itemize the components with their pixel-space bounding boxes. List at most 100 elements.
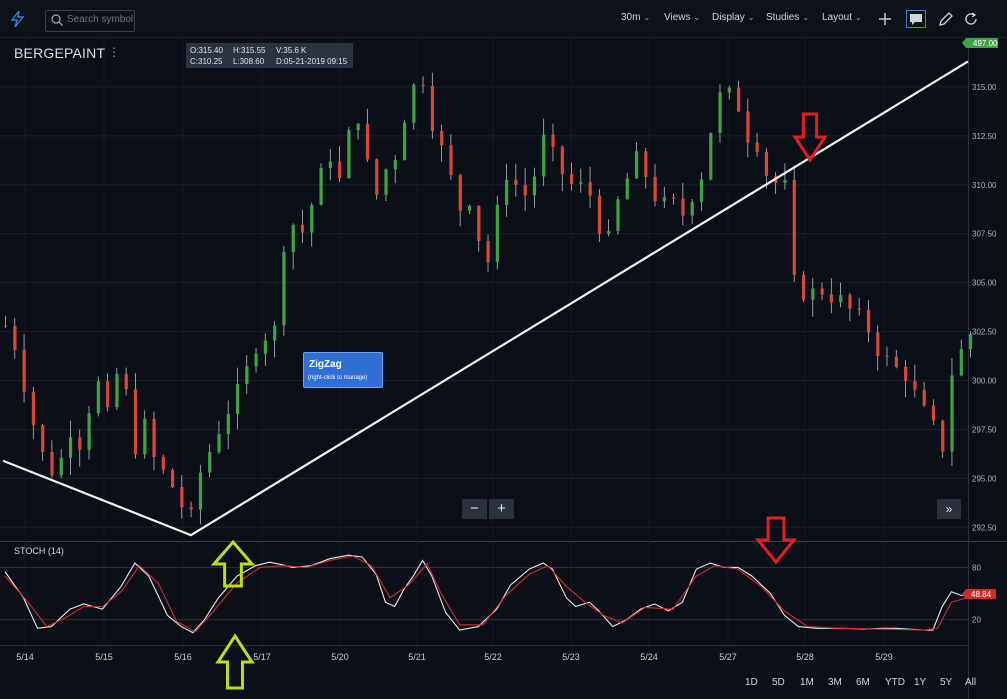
- tooltip-subtitle: (right-click to manage): [308, 375, 368, 381]
- zigzag-tooltip[interactable]: ZigZag (right-click to manage): [303, 352, 383, 388]
- studies-label: Studies: [766, 12, 800, 23]
- x-tick-label: 5/17: [253, 652, 271, 662]
- candle-body: [848, 295, 852, 309]
- candle-body: [13, 325, 17, 350]
- x-tick-label: 5/22: [484, 652, 502, 662]
- tooltip-title: ZigZag: [309, 359, 342, 370]
- candle-body: [171, 469, 175, 488]
- chevron-down-icon: ⌄: [643, 13, 651, 22]
- chat-icon[interactable]: [906, 10, 926, 28]
- more-options-icon[interactable]: ⋮: [108, 45, 120, 59]
- candle-body: [477, 205, 481, 242]
- range-button-6m[interactable]: 6M: [856, 677, 870, 688]
- x-tick-label: 5/29: [875, 652, 893, 662]
- candle-body: [467, 205, 472, 211]
- candle-body: [727, 87, 731, 93]
- candle-body: [681, 198, 685, 216]
- range-button-3m[interactable]: 3M: [828, 677, 842, 688]
- stoch-y-tick-label: 80: [972, 563, 981, 572]
- ohlc-date: D:05-21-2019 09:15: [276, 57, 348, 66]
- candle-body: [402, 122, 407, 161]
- stoch-value-badge-bg: [962, 589, 996, 599]
- zoom-in-button[interactable]: +: [489, 499, 514, 519]
- candle-body: [217, 434, 221, 452]
- y-tick-label: 307.50: [972, 230, 997, 239]
- candle-body: [189, 507, 193, 510]
- candle-body: [96, 381, 100, 414]
- interval-dropdown[interactable]: 30m ⌄: [621, 12, 650, 23]
- range-button-1m[interactable]: 1M: [800, 677, 814, 688]
- stoch-value: 48.84: [971, 590, 992, 599]
- range-button-5y[interactable]: 5Y: [940, 677, 953, 688]
- studies-menu[interactable]: Studies ⌄: [766, 12, 809, 23]
- candle-body: [523, 184, 527, 196]
- views-menu[interactable]: Views ⌄: [664, 12, 700, 23]
- candle-body: [319, 168, 323, 205]
- display-label: Display: [712, 12, 745, 23]
- y-tick-label: 310.00: [972, 181, 997, 190]
- candle-body: [263, 340, 268, 354]
- candle-body: [486, 241, 490, 263]
- candle-body: [273, 325, 277, 341]
- candle-body: [672, 197, 676, 199]
- candle-body: [152, 418, 156, 457]
- search-placeholder: Search symbol: [67, 14, 134, 25]
- candle-body: [133, 389, 138, 455]
- pencil-icon[interactable]: [938, 11, 954, 27]
- candle-body: [570, 174, 574, 184]
- zoom-out-button[interactable]: −: [462, 499, 487, 519]
- candle-body: [579, 182, 583, 184]
- y-tick-label: 312.50: [972, 132, 997, 141]
- range-button-all[interactable]: All: [965, 677, 977, 688]
- candle-body: [625, 178, 629, 200]
- candle-body: [384, 169, 388, 195]
- candle-body: [505, 179, 509, 206]
- x-tick-label: 5/16: [174, 652, 192, 662]
- chevron-down-icon: ⌄: [693, 13, 701, 22]
- layout-menu[interactable]: Layout ⌄: [822, 12, 862, 23]
- interval-label: 30m: [621, 12, 641, 23]
- candle-body: [969, 334, 973, 350]
- last-price-badge-bg: [962, 38, 998, 48]
- last-price-value: 497.00: [973, 39, 998, 48]
- candle-body: [300, 224, 305, 233]
- candle-body: [801, 274, 806, 300]
- range-button-1y[interactable]: 1Y: [914, 677, 927, 688]
- candle-body: [356, 123, 360, 131]
- lightning-icon[interactable]: [11, 11, 25, 27]
- candle-body: [746, 111, 750, 143]
- candle-body: [235, 384, 240, 414]
- y-tick-label: 315.00: [972, 83, 997, 92]
- candle-body: [393, 160, 397, 170]
- top-toolbar: Search symbol 30m ⌄ Views ⌄ Display ⌄ Studi…: [0, 0, 1007, 38]
- range-button-ytd[interactable]: YTD: [885, 677, 905, 688]
- x-tick-label: 5/28: [796, 652, 814, 662]
- candle-body: [885, 355, 889, 357]
- candle-body: [50, 452, 54, 476]
- candle-body: [950, 375, 954, 452]
- scroll-to-end-button[interactable]: »: [937, 499, 961, 519]
- candle-body: [198, 472, 203, 510]
- candle-body: [143, 418, 147, 455]
- candle-body: [22, 349, 26, 392]
- candle-body: [68, 437, 73, 458]
- plus-icon[interactable]: [878, 12, 892, 26]
- x-tick-label: 5/27: [719, 652, 737, 662]
- candle-body: [764, 151, 769, 176]
- chevron-down-icon: ⌄: [802, 13, 810, 22]
- search-input[interactable]: Search symbol: [45, 10, 135, 32]
- zigzag-line: [2, 60, 969, 537]
- stoch-title: STOCH (14): [14, 546, 64, 556]
- refresh-icon[interactable]: [964, 12, 978, 26]
- display-menu[interactable]: Display ⌄: [712, 12, 755, 23]
- range-button-5d[interactable]: 5D: [772, 677, 785, 688]
- zoom-controls: − +: [462, 499, 514, 519]
- ohlc-high: H:315.55: [233, 46, 266, 55]
- candle-body: [31, 391, 36, 426]
- ohlc-close: C:310.25: [190, 57, 223, 66]
- candle-body: [226, 413, 230, 435]
- range-button-1d[interactable]: 1D: [745, 677, 758, 688]
- candle-body: [440, 130, 444, 146]
- candle-body: [254, 353, 258, 367]
